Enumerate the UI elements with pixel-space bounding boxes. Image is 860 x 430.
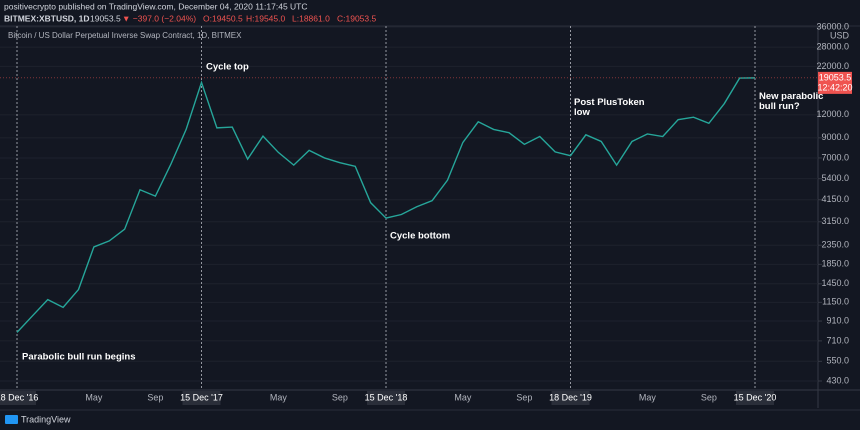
annotation: Cycle top [206, 62, 249, 73]
y-tick-label: 710.0 [826, 335, 849, 345]
countdown: 12:42:20 [817, 82, 852, 92]
y-tick-label: 910.0 [826, 315, 849, 325]
x-tick-label: Sep [147, 392, 163, 402]
y-tick-label: 7000.0 [821, 152, 849, 162]
open: O:19450.5 [203, 13, 243, 23]
annotation: Cycle bottom [390, 231, 450, 242]
x-tick-label: May [85, 392, 103, 402]
low: L:18861.0 [292, 13, 330, 23]
y-tick-label: 1850.0 [821, 259, 849, 269]
close: C:19053.5 [337, 13, 376, 23]
y-tick-label: 2350.0 [821, 240, 849, 250]
x-tick-label: 18 Dec '19 [549, 392, 592, 402]
symbol: BITMEX:XBTUSD, 1D [4, 13, 89, 23]
y-tick-label: 22000.0 [816, 61, 849, 71]
change: ▼ −397.0 (−2.04%) [122, 13, 196, 23]
annotation: Post PlusToken low [574, 97, 645, 118]
x-tick-label: May [454, 392, 472, 402]
x-tick-label: 18 Dec '16 [0, 392, 38, 402]
y-tick-label: 550.0 [826, 356, 849, 366]
x-tick-label: Sep [701, 392, 717, 402]
x-tick-label: May [639, 392, 657, 402]
y-tick-label: 3150.0 [821, 216, 849, 226]
y-tick-label: 36000.0 [816, 21, 849, 31]
x-tick-label: Sep [516, 392, 532, 402]
annotation: Parabolic bull run begins [22, 352, 136, 363]
y-tick-label: 28000.0 [816, 41, 849, 51]
y-tick-label: 430.0 [826, 375, 849, 385]
date-box [551, 391, 590, 405]
price: 19053.5 [90, 13, 121, 23]
x-tick-label: Sep [332, 392, 348, 402]
x-tick-label: May [270, 392, 288, 402]
date-box [0, 391, 36, 405]
y-tick-label: 12000.0 [816, 109, 849, 119]
high: H:19545.0 [246, 13, 285, 23]
publisher: positivecrypto published on TradingView.… [4, 1, 308, 11]
x-tick-label: 15 Dec '20 [734, 392, 777, 402]
y-tick-label: 1450.0 [821, 278, 849, 288]
price-tag [818, 71, 852, 94]
y-tick-label: 5400.0 [821, 173, 849, 183]
x-tick-label: 15 Dec '18 [365, 392, 408, 402]
y-tick-label: 9000.0 [821, 132, 849, 142]
date-box [182, 391, 221, 405]
y-tick-label: 1150.0 [822, 297, 849, 307]
brand-logo [5, 415, 18, 424]
date-box [736, 391, 774, 405]
price-line [16, 77, 756, 333]
price-tag-label: 19053.5 [819, 72, 852, 82]
annotation: New parabolic bull run? [759, 91, 823, 112]
y-axis-label: USD [830, 30, 850, 40]
x-tick-label: 15 Dec '17 [180, 392, 223, 402]
subtitle: Bitcoin / US Dollar Perpetual Inverse Sw… [8, 31, 242, 40]
brand[interactable]: TradingView [21, 414, 71, 424]
y-tick-label: 4150.0 [821, 194, 849, 204]
date-box [367, 391, 405, 405]
